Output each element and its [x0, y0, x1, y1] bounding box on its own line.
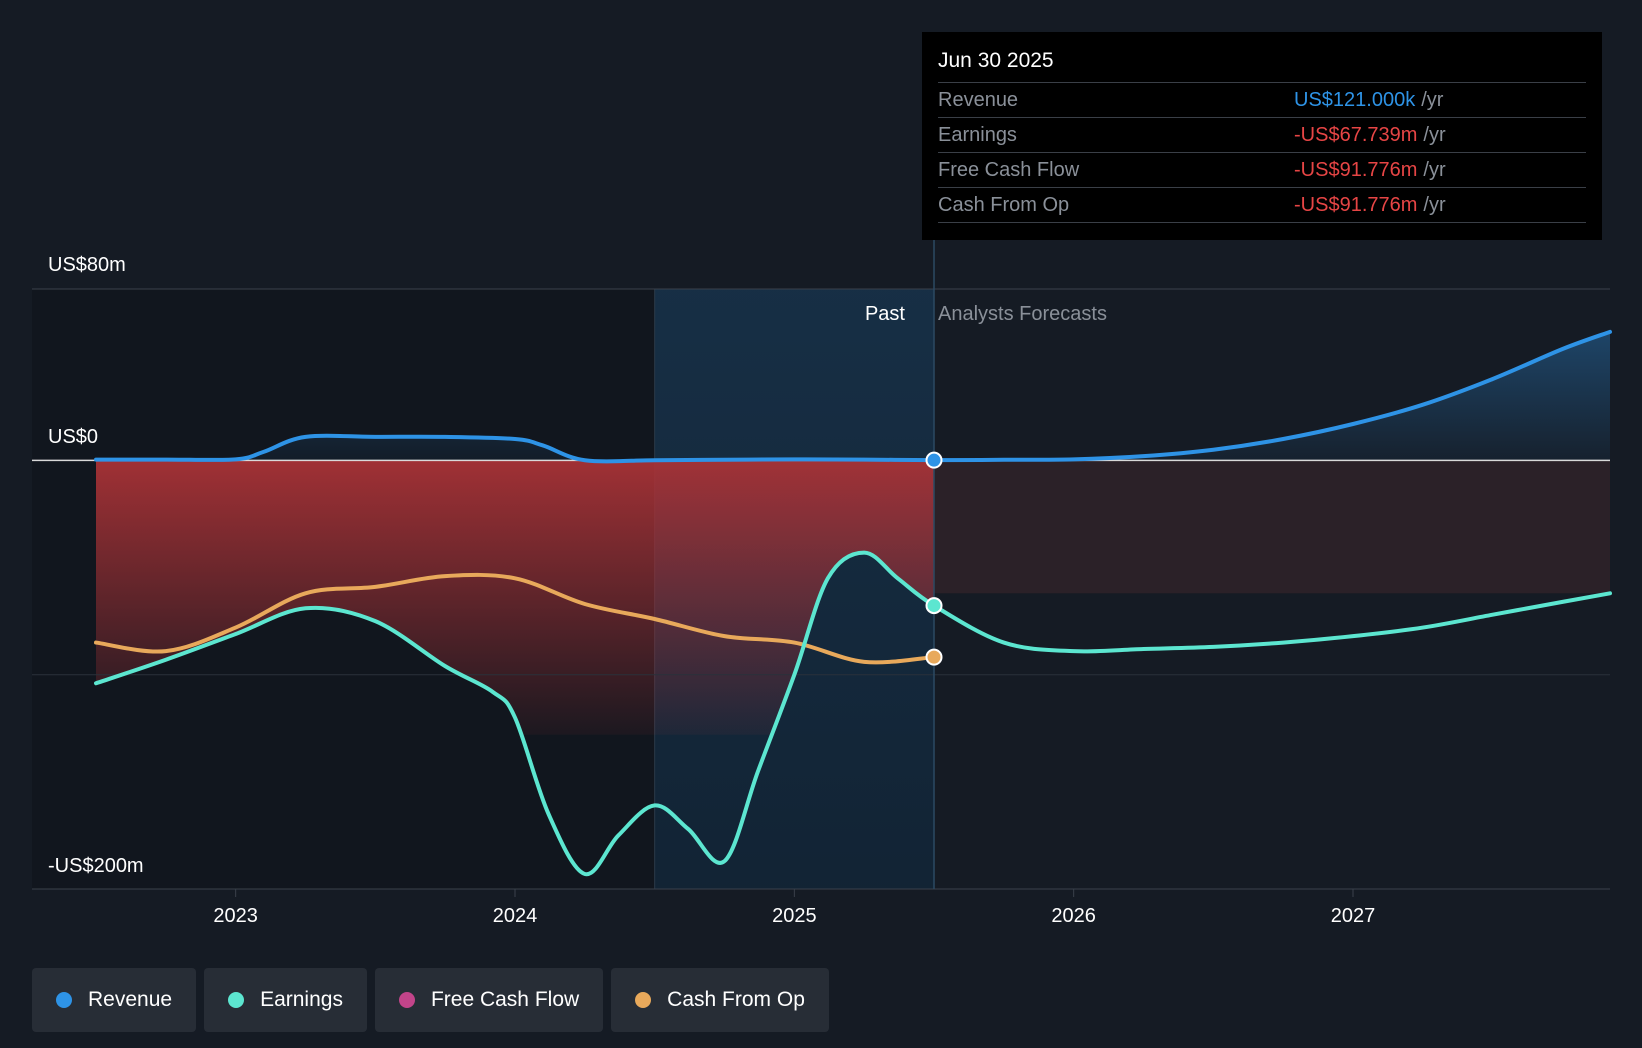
x-tick-label: 2023: [213, 905, 258, 927]
legend-label: Free Cash Flow: [430, 988, 580, 1011]
x-tick-label: 2026: [1051, 905, 1096, 927]
revenue-dot-icon: [56, 992, 72, 1008]
tooltip-value: -US$91.776m: [1294, 159, 1418, 181]
cash-from-op-dot-icon: [635, 992, 652, 1008]
tooltip-unit: /yr: [1421, 89, 1444, 111]
present-point-earnings: [925, 597, 943, 615]
tooltip-row-cash-from-op: Cash From Op -US$91.776m /yr: [938, 188, 1586, 223]
tooltip-label: Free Cash Flow: [938, 159, 1080, 181]
negative-forecast-fill: [934, 460, 1610, 594]
legend-cash-from-op[interactable]: Cash From Op: [611, 968, 829, 1032]
legend-label: Cash From Op: [667, 988, 805, 1011]
forecast-label: Analysts Forecasts: [938, 303, 1107, 325]
tooltip-label: Cash From Op: [938, 194, 1070, 216]
legend-revenue[interactable]: Revenue: [32, 968, 197, 1032]
tooltip-row-earnings: Earnings -US$67.739m /yr: [938, 118, 1586, 153]
series-line-cash-from-op: [94, 572, 937, 665]
legend-free-cash-flow[interactable]: Free Cash Flow: [374, 968, 604, 1032]
y-label-zero: US$0: [48, 426, 98, 448]
free-cash-flow-dot-icon: [398, 992, 415, 1008]
legend-label: Earnings: [260, 988, 343, 1011]
present-point-cash-from-op: [925, 648, 943, 666]
series-line-earnings: [94, 550, 1612, 877]
present-point-revenue: [925, 451, 943, 469]
x-tick-label: 2027: [1331, 905, 1376, 927]
y-label-bottom: -US$200m: [48, 855, 144, 877]
tooltip-row-revenue: Revenue US$121.000k /yr: [938, 83, 1586, 118]
tooltip-value: US$121.000k: [1294, 89, 1416, 111]
earnings-dot-icon: [228, 992, 245, 1008]
tooltip-unit: /yr: [1423, 159, 1446, 181]
series-line-revenue: [94, 329, 1612, 464]
tooltip-label: Earnings: [938, 124, 1017, 146]
tooltip-unit: /yr: [1423, 124, 1446, 146]
legend-label: Revenue: [88, 988, 173, 1011]
legend-earnings[interactable]: Earnings: [204, 968, 367, 1032]
tooltip-date: Jun 30 2025: [938, 46, 1586, 83]
y-label-top: US$80m: [48, 254, 126, 276]
tooltip-label: Revenue: [938, 89, 1019, 111]
revenue-area: [96, 331, 1610, 462]
x-tick-label: 2025: [772, 905, 817, 927]
x-tick-label: 2024: [493, 905, 538, 927]
tooltip: Jun 30 2025 Revenue US$121.000k /yr Earn…: [922, 32, 1602, 240]
tooltip-value: -US$67.739m: [1294, 124, 1418, 146]
legend: Revenue Earnings Free Cash Flow Cash Fro…: [32, 968, 829, 1032]
past-label: Past: [865, 303, 905, 325]
tooltip-row-free-cash-flow: Free Cash Flow -US$91.776m /yr: [938, 153, 1586, 188]
tooltip-value: -US$91.776m: [1294, 194, 1418, 216]
tooltip-unit: /yr: [1423, 194, 1446, 216]
